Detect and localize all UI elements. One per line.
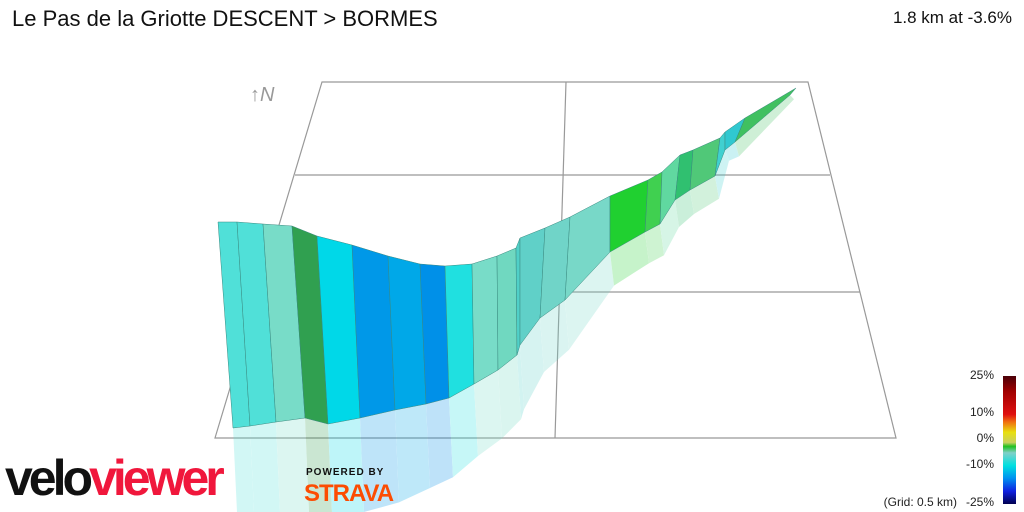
profile-segment xyxy=(444,263,475,399)
reflection-segment xyxy=(233,426,254,512)
reflection-segment xyxy=(276,418,309,512)
reflection-segment xyxy=(660,200,679,256)
reflection-segment xyxy=(690,176,719,214)
reflection-segment xyxy=(520,318,544,410)
reflection-segment xyxy=(360,410,399,512)
reflection-segment xyxy=(250,422,280,512)
reflection-segment xyxy=(540,300,569,372)
logo-text: viewer xyxy=(89,450,225,506)
profile-segment xyxy=(734,87,797,143)
legend-tick: 0% xyxy=(976,431,994,445)
profile-segment xyxy=(471,255,499,385)
reflection-segment xyxy=(305,418,332,512)
reflection-segment xyxy=(498,355,521,439)
reflection-segment xyxy=(517,345,524,420)
gradient-color-scale xyxy=(1003,376,1016,504)
reflection-segment xyxy=(565,252,614,350)
profile-segment xyxy=(387,255,427,411)
reflection-segment xyxy=(449,384,478,478)
legend-tick: 25% xyxy=(969,368,994,382)
reflection-segment xyxy=(426,398,453,488)
reflection-segment xyxy=(328,418,364,512)
legend-tick: 10% xyxy=(969,405,994,419)
page-title: Le Pas de la Griotte DESCENT > BORMES xyxy=(12,6,438,31)
legend-tick: -25% xyxy=(965,495,994,509)
reflection-segment xyxy=(735,95,794,157)
reflection-segment xyxy=(675,190,694,227)
reflection-segment xyxy=(715,150,729,199)
reflection-segment xyxy=(610,232,649,286)
reflection-segment xyxy=(474,370,502,456)
powered-by-label: POWERED BY xyxy=(306,467,385,478)
legend-tick: -10% xyxy=(965,457,994,471)
segment-summary: 1.8 km at -3.6% xyxy=(892,8,1012,27)
strava-logo[interactable]: STRAVA xyxy=(304,480,394,507)
north-arrow-icon: ↑N xyxy=(250,84,275,106)
reflection-segment xyxy=(725,142,739,161)
profile-segment xyxy=(515,237,521,356)
profile-reflection xyxy=(233,95,794,512)
logo-text: velo xyxy=(5,450,93,506)
reflection-segment xyxy=(645,224,664,264)
elevation-profile xyxy=(217,87,797,429)
grid-note: (Grid: 0.5 km) xyxy=(883,495,957,509)
reflection-segment xyxy=(395,404,430,503)
profile-segment xyxy=(496,247,518,371)
veloviewer-logo[interactable]: veloviewer xyxy=(5,448,225,508)
